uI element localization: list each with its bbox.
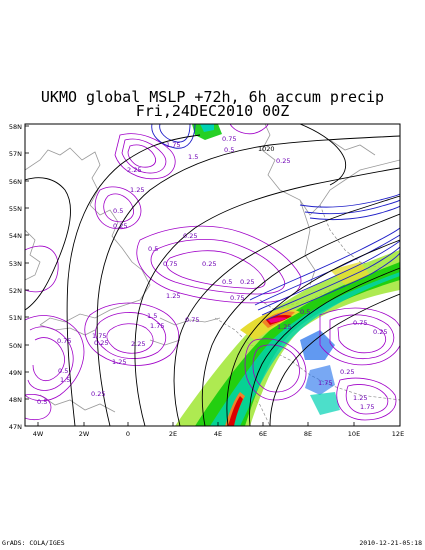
precip-label: 2.25 bbox=[131, 340, 145, 348]
lon-label: 0 bbox=[126, 430, 130, 438]
precip-label: 1.25 bbox=[130, 186, 144, 194]
precip-label: 0.75 bbox=[185, 316, 199, 324]
precip-shading bbox=[175, 124, 400, 426]
precip-contours bbox=[25, 124, 400, 421]
isobar-label: 1020 bbox=[258, 145, 275, 153]
precip-label: 1.75 bbox=[318, 379, 332, 387]
lat-label: 50N bbox=[9, 342, 22, 350]
lon-ticks bbox=[37, 422, 355, 426]
lat-label: 53N bbox=[9, 260, 22, 268]
precip-label: 0.5 bbox=[222, 278, 232, 286]
lon-label: 6E bbox=[259, 430, 267, 438]
lon-label: 4W bbox=[33, 430, 44, 438]
precip-label: 1.25 bbox=[112, 358, 126, 366]
lat-label: 49N bbox=[9, 369, 22, 377]
precip-label: 0.25 bbox=[276, 157, 290, 165]
map-plot-area: 0.75 1.75 1.5 0.5 0.25 2.25 1.25 0.5 0.2… bbox=[25, 124, 400, 426]
precip-label: 0.5 bbox=[224, 146, 234, 154]
lon-label: 2W bbox=[79, 430, 90, 438]
precip-label: 0.25 bbox=[183, 232, 197, 240]
precip-label: 1.25 bbox=[353, 394, 367, 402]
precip-label: 0.25 bbox=[113, 222, 127, 230]
contour-labels: 0.75 1.75 1.5 0.5 0.25 2.25 1.25 0.5 0.2… bbox=[37, 135, 387, 411]
lon-label: 8E bbox=[304, 430, 312, 438]
precip-label: 0.75 bbox=[230, 294, 244, 302]
precip-label: 1.5 bbox=[188, 153, 198, 161]
lat-ticks bbox=[25, 125, 29, 400]
lat-label: 54N bbox=[9, 232, 22, 240]
precip-label: 1.5 bbox=[60, 376, 70, 384]
precip-label: 1.75 bbox=[92, 332, 106, 340]
precip-label: 0.75 bbox=[353, 319, 367, 327]
footer-timestamp: 2010-12-21-05:18 bbox=[359, 539, 422, 547]
precip-label: 0.5 bbox=[113, 207, 123, 215]
precip-label: 0.5 bbox=[148, 245, 158, 253]
precip-label: 1.25 bbox=[277, 323, 291, 331]
precip-label: 0.75 bbox=[163, 260, 177, 268]
lat-label: 55N bbox=[9, 205, 22, 213]
map-frame bbox=[24, 123, 401, 427]
precip-label: 1.75 bbox=[166, 141, 180, 149]
lon-label: 2E bbox=[169, 430, 177, 438]
lat-label: 57N bbox=[9, 150, 22, 158]
lat-label: 56N bbox=[9, 178, 22, 186]
footer-credit: GrADS: COLA/IGES bbox=[2, 539, 65, 547]
precip-label: 0.75 bbox=[222, 135, 236, 143]
precip-label: 0.5 bbox=[300, 308, 310, 316]
precip-label: 0.25 bbox=[240, 278, 254, 286]
precip-label: 1.75 bbox=[360, 403, 374, 411]
precip-label: 2.25 bbox=[127, 166, 141, 174]
lat-label: 51N bbox=[9, 314, 22, 322]
precip-label: 0.25 bbox=[373, 328, 387, 336]
precip-label: 0.25 bbox=[340, 368, 354, 376]
precip-label: 0.25 bbox=[202, 260, 216, 268]
precip-label: 0.25 bbox=[94, 339, 108, 347]
precip-label: 1.75 bbox=[150, 322, 164, 330]
lat-label: 58N bbox=[9, 123, 22, 131]
isobars bbox=[25, 124, 400, 426]
chart-subtitle-date: Fri,24DEC2010 00Z bbox=[135, 102, 290, 120]
lat-label: 52N bbox=[9, 287, 22, 295]
lon-label: 4E bbox=[214, 430, 222, 438]
precip-label: 0.5 bbox=[37, 398, 47, 406]
lon-label: 10E bbox=[348, 430, 360, 438]
lat-label: 48N bbox=[9, 396, 22, 404]
lat-label: 47N bbox=[9, 423, 22, 431]
precip-label: 0.5 bbox=[58, 367, 68, 375]
precip-label: 0.25 bbox=[91, 390, 105, 398]
precip-label: 1.5 bbox=[147, 312, 157, 320]
chart-title: UKMO global MSLP +72h, 6h accum precip bbox=[40, 88, 385, 106]
lat-axis: 58N 57N 56N 55N 54N 53N 52N 51N 50N 49N … bbox=[9, 123, 22, 431]
lon-axis: 4W 2W 0 2E 4E 6E 8E 10E 12E bbox=[33, 430, 404, 438]
lon-label: 12E bbox=[392, 430, 404, 438]
precip-contours-blue bbox=[151, 124, 400, 321]
precip-label: 1.25 bbox=[166, 292, 180, 300]
precip-label: 0.75 bbox=[57, 337, 71, 345]
